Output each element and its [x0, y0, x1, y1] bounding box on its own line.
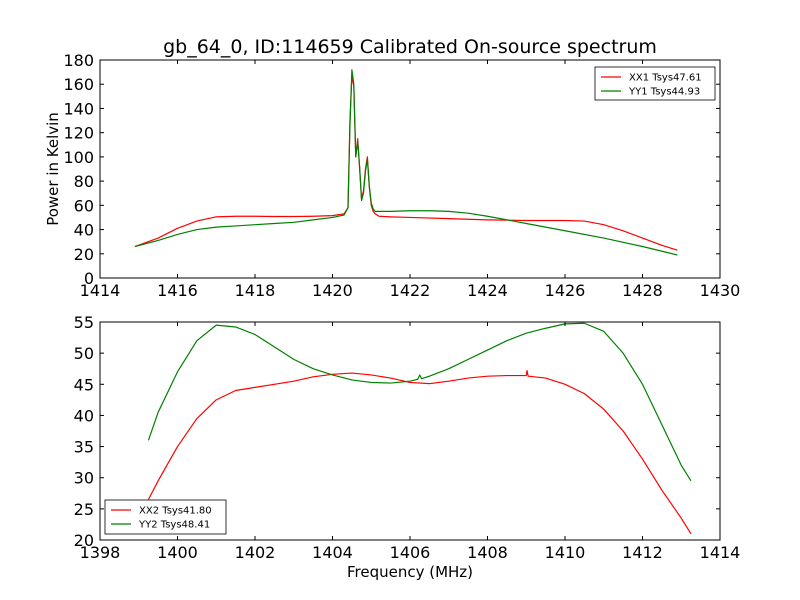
top-x-tick-label: 1428 — [622, 281, 663, 300]
top-legend: XX1 Tsys47.61 YY1 Tsys44.93 — [594, 66, 716, 101]
bottom-x-tick-label: 1406 — [390, 543, 431, 562]
top-y-tick-label: 20 — [74, 245, 94, 264]
top-x-tick-label: 1424 — [467, 281, 508, 300]
top-series-line-2 — [134, 69, 678, 256]
top-y-tick-label: 40 — [74, 221, 94, 240]
top-y-axis-label: Power in Kelvin — [44, 112, 62, 226]
bottom-y-tick-label: 45 — [74, 375, 94, 394]
chart-title: gb_64_0, ID:114659 Calibrated On-source … — [163, 36, 657, 58]
top-x-tick-label: 1420 — [312, 281, 353, 300]
bottom-x-tick-label: 1412 — [622, 543, 663, 562]
bottom-series-line-2 — [147, 322, 692, 482]
bottom-y-tick-label: 40 — [74, 406, 94, 425]
top-y-tick-label: 120 — [63, 124, 94, 143]
bottom-legend-label-2: YY2 Tsys48.41 — [138, 520, 210, 531]
bottom-y-tick-label: 35 — [74, 438, 94, 457]
bottom-x-tick-label: 1414 — [700, 543, 741, 562]
bottom-spectrum-panel: 1398 1400 1402 1404 1406 1408 1410 1412 1414 20 25… — [74, 313, 741, 562]
bottom-y-tick-label: 20 — [74, 531, 94, 550]
bottom-y-tick-label: 30 — [74, 469, 94, 488]
bottom-x-tick-label: 1398 — [80, 543, 121, 562]
top-legend-label-2: YY1 Tsys44.93 — [628, 87, 700, 98]
top-x-tick-label: 1426 — [545, 281, 586, 300]
bottom-x-tick-label: 1402 — [235, 543, 276, 562]
top-y-tick-label: 0 — [84, 269, 94, 288]
bottom-y-tick-label: 55 — [74, 313, 94, 332]
bottom-legend: XX2 Tsys41.80 YY2 Tsys48.41 — [104, 499, 227, 535]
top-legend-label-1: XX1 Tsys47.61 — [629, 73, 702, 84]
top-y-tick-label: 60 — [74, 196, 94, 215]
top-x-tick-label: 1414 — [80, 281, 121, 300]
top-spectrum-panel: 1414 1416 1418 1420 1422 1424 1426 1428 1430 0 20 4… — [63, 51, 740, 300]
bottom-legend-label-1: XX2 Tsys41.80 — [139, 506, 212, 517]
top-y-tick-label: 160 — [63, 75, 94, 94]
bottom-x-tick-label: 1400 — [157, 543, 198, 562]
top-x-tick-label: 1422 — [390, 281, 431, 300]
bottom-y-tick-label: 50 — [74, 344, 94, 363]
bottom-y-tick-label: 25 — [74, 500, 94, 519]
top-y-tick-label: 100 — [63, 148, 94, 167]
top-y-tick-label: 80 — [74, 172, 94, 191]
bottom-series-line-1 — [147, 369, 692, 535]
bottom-x-tick-label: 1410 — [545, 543, 586, 562]
top-x-tick-label: 1418 — [235, 281, 276, 300]
top-y-tick-label: 140 — [63, 99, 94, 118]
bottom-x-tick-label: 1404 — [312, 543, 353, 562]
bottom-x-tick-label: 1408 — [467, 543, 508, 562]
top-x-tick-label: 1430 — [700, 281, 741, 300]
bottom-x-axis-label: Frequency (MHz) — [347, 563, 473, 581]
top-x-tick-label: 1416 — [157, 281, 198, 300]
top-y-tick-label: 180 — [63, 51, 94, 70]
